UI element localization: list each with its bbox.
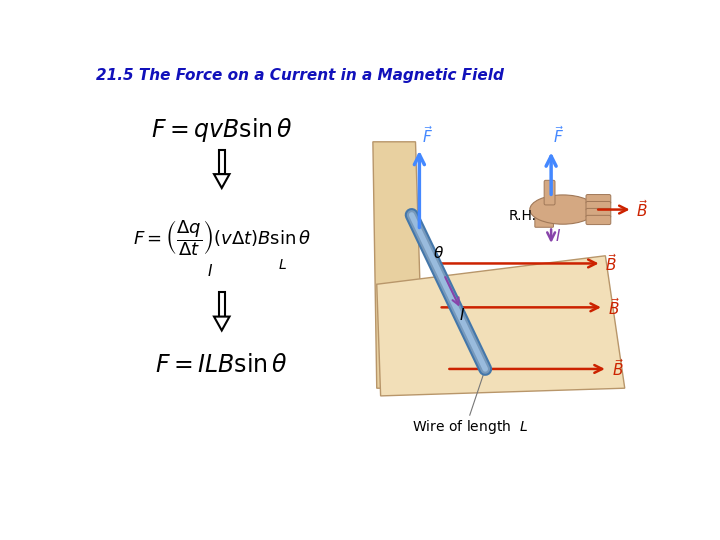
Polygon shape (377, 256, 625, 396)
Polygon shape (373, 142, 423, 388)
FancyBboxPatch shape (586, 201, 611, 211)
Bar (219, 292, 225, 316)
Polygon shape (214, 174, 230, 188)
Polygon shape (214, 316, 230, 330)
Text: $\vec{B}$: $\vec{B}$ (611, 359, 624, 380)
FancyBboxPatch shape (535, 209, 554, 227)
Text: $L$: $L$ (278, 258, 287, 272)
Text: $I$: $I$ (459, 307, 465, 323)
FancyBboxPatch shape (586, 194, 611, 204)
Ellipse shape (530, 195, 595, 224)
Text: $\vec{F}$: $\vec{F}$ (554, 125, 564, 146)
Text: $F = ILB\sin\theta$: $F = ILB\sin\theta$ (156, 354, 288, 376)
Text: $\vec{B}$: $\vec{B}$ (636, 199, 648, 220)
Text: 21.5 The Force on a Current in a Magnetic Field: 21.5 The Force on a Current in a Magneti… (96, 68, 504, 83)
Bar (219, 150, 225, 174)
Text: $I$: $I$ (207, 263, 213, 279)
FancyBboxPatch shape (544, 180, 555, 205)
Text: $\theta$: $\theta$ (433, 246, 444, 261)
FancyBboxPatch shape (586, 208, 611, 218)
FancyBboxPatch shape (586, 215, 611, 225)
Text: Wire of length  $L$: Wire of length $L$ (412, 418, 528, 436)
Text: $I$: $I$ (555, 228, 561, 244)
Text: $F = \left(\dfrac{\Delta q}{\Delta t}\right)(v\Delta t)B\sin\theta$: $F = \left(\dfrac{\Delta q}{\Delta t}\ri… (132, 218, 311, 258)
Text: R.H.: R.H. (508, 209, 536, 222)
Text: $\vec{B}$: $\vec{B}$ (608, 297, 620, 318)
Text: $\vec{F}$: $\vec{F}$ (422, 125, 433, 146)
Text: $F = qvB\sin\theta$: $F = qvB\sin\theta$ (151, 116, 292, 144)
Text: $\vec{B}$: $\vec{B}$ (606, 253, 618, 274)
